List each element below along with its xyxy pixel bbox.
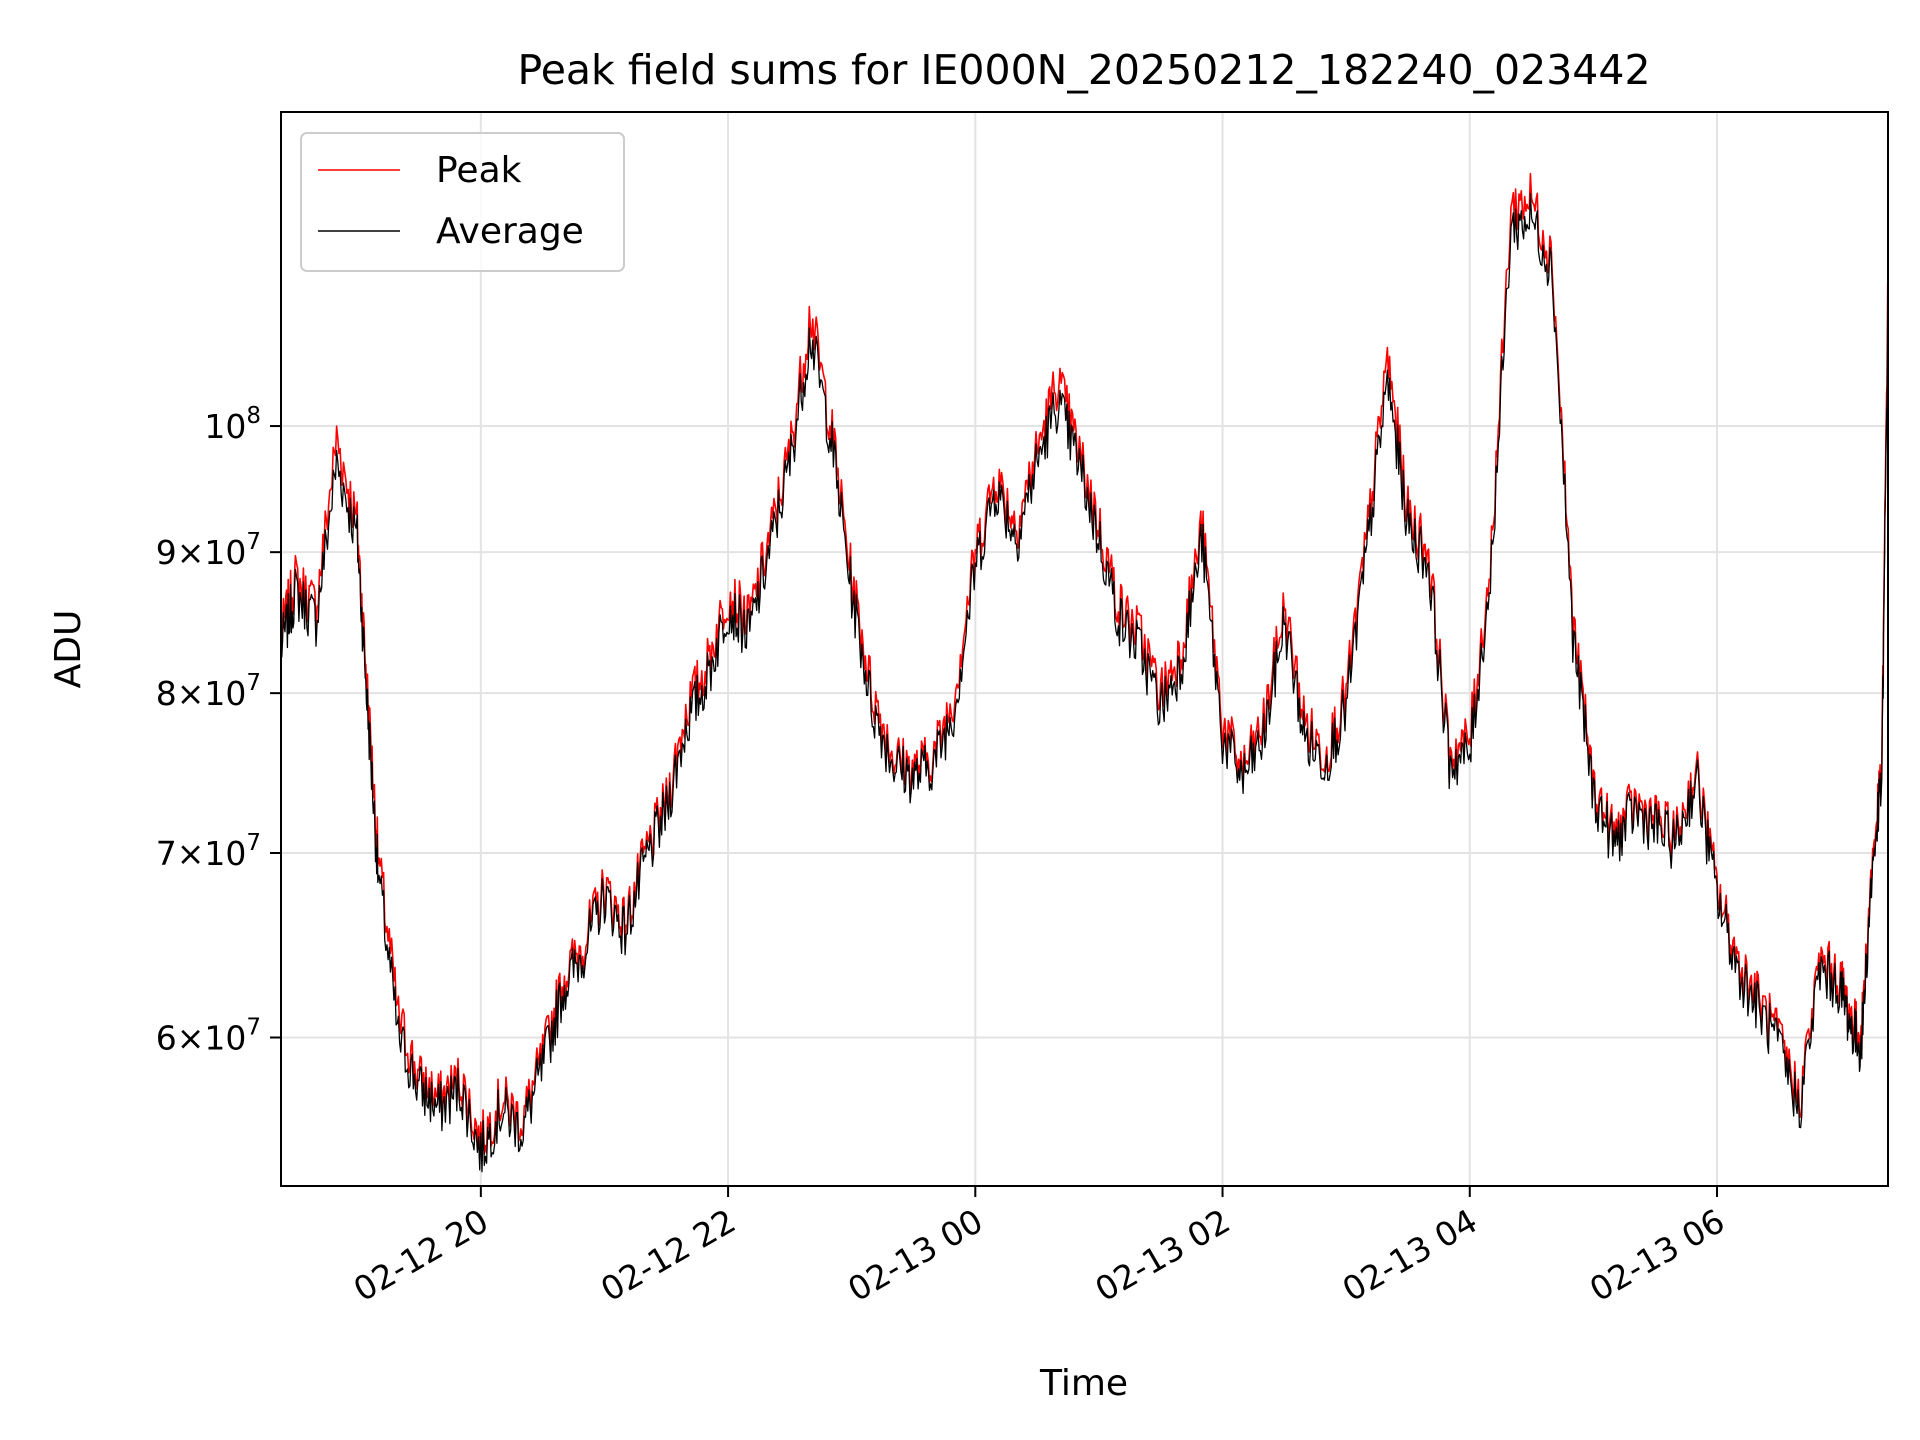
legend: Peak Average — [300, 132, 625, 272]
chart-title: Peak field sums for IE000N_20250212_1822… — [517, 46, 1650, 94]
x-axis-label: Time — [1039, 1363, 1128, 1404]
y-tick-label: 108 — [204, 403, 261, 446]
y-tick-label: 6×107 — [156, 1015, 261, 1058]
series-lines — [280, 172, 1889, 1173]
y-tick-label: 8×107 — [156, 670, 261, 713]
series-line-average — [280, 192, 1889, 1173]
legend-average-label: Average — [436, 211, 584, 252]
y-tick-label: 7×107 — [156, 830, 261, 873]
grid — [281, 112, 1888, 1186]
y-axis-label: ADU — [48, 610, 89, 689]
legend-box — [300, 132, 625, 272]
plot-frame — [280, 111, 1889, 1187]
y-tick-label: 9×107 — [156, 529, 261, 572]
legend-peak-label: Peak — [436, 150, 522, 191]
y-ticks: 6×107 7×107 8×107 9×107 108 — [156, 403, 281, 1058]
